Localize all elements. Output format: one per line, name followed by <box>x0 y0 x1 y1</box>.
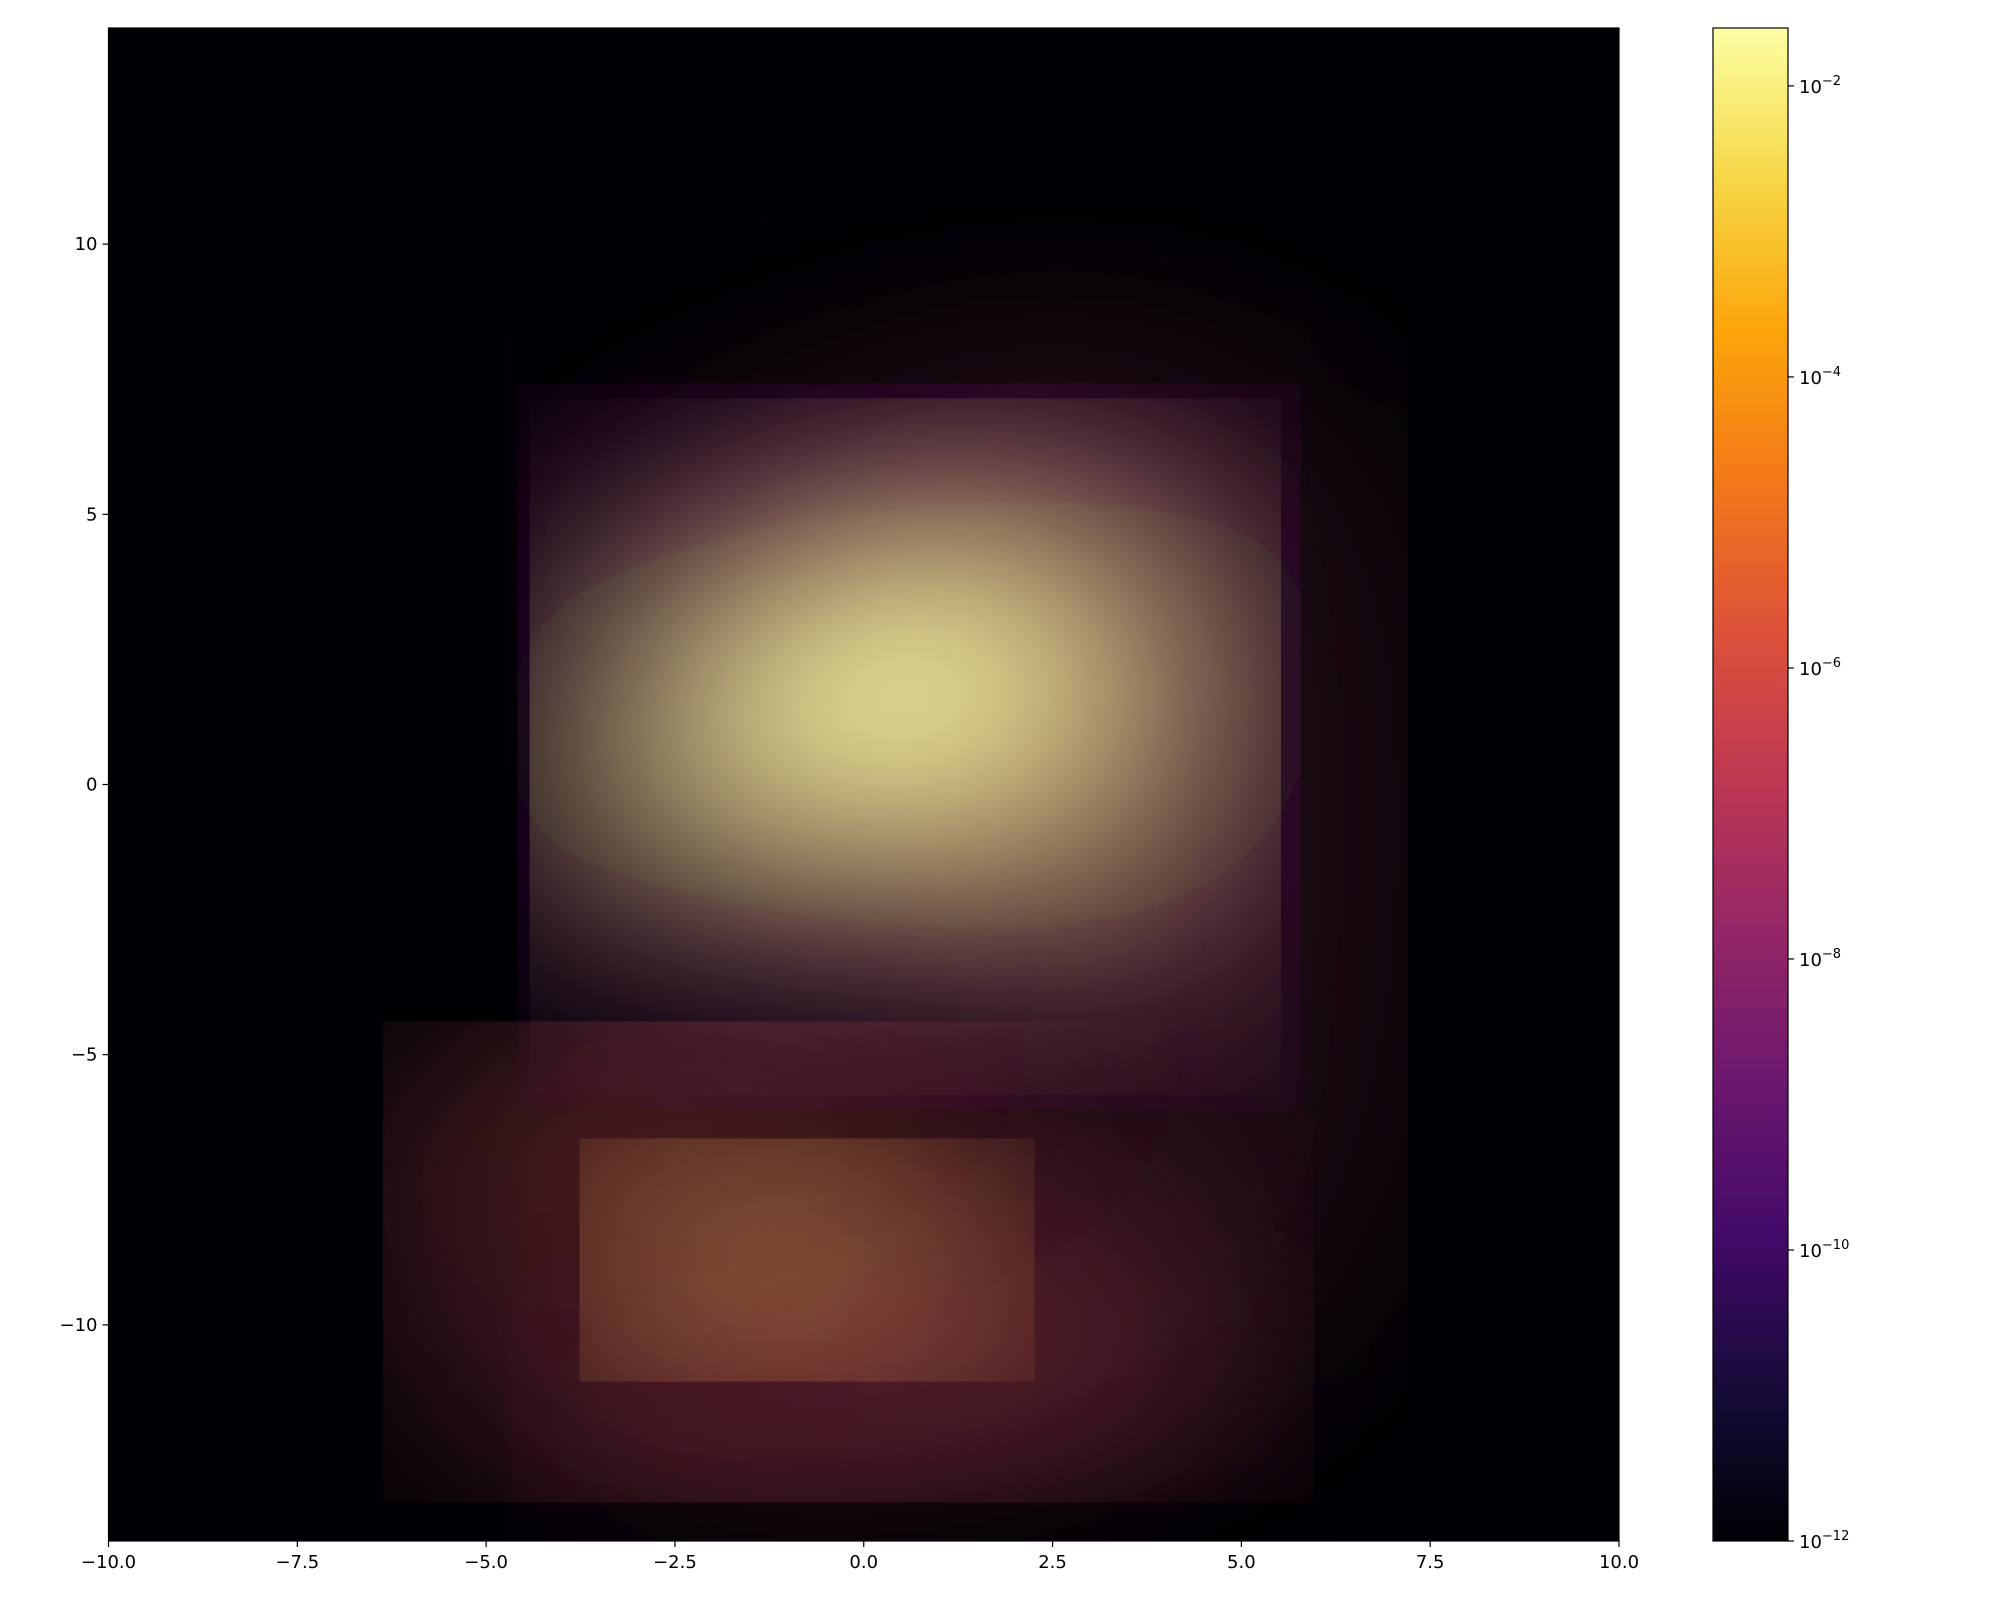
x-tick-label: −2.5 <box>653 1552 697 1573</box>
x-tick-label: 0.0 <box>849 1552 878 1573</box>
y-tick-label: 10 <box>75 234 98 255</box>
x-tick-label: −10.0 <box>81 1552 136 1573</box>
x-tick-label: 7.5 <box>1416 1552 1445 1573</box>
colorbar-tick-label: 10−2 <box>1799 74 1841 98</box>
x-tick-label: −7.5 <box>275 1552 319 1573</box>
y-tick-label: 0 <box>86 775 97 796</box>
x-tick-label: 2.5 <box>1038 1552 1067 1573</box>
y-tick-label: 5 <box>86 504 97 525</box>
colorbar-tick-label: 10−6 <box>1799 656 1841 680</box>
density-field <box>467 391 1308 1469</box>
y-tick-label: −5 <box>71 1045 98 1066</box>
colorbar <box>1712 27 1789 1542</box>
density-shapes <box>467 391 1308 1469</box>
x-tick-label: −5.0 <box>464 1552 508 1573</box>
colorbar-tick-label: 10−4 <box>1799 365 1841 389</box>
colorbar-tick-label: 10−8 <box>1799 947 1841 971</box>
x-tick-label: 10.0 <box>1599 1552 1639 1573</box>
colorbar-tick-label: 10−10 <box>1799 1238 1849 1262</box>
colorbar-tick-label: 10−12 <box>1799 1529 1849 1553</box>
y-tick-label: −10 <box>60 1315 98 1336</box>
x-tick-label: 5.0 <box>1227 1552 1256 1573</box>
